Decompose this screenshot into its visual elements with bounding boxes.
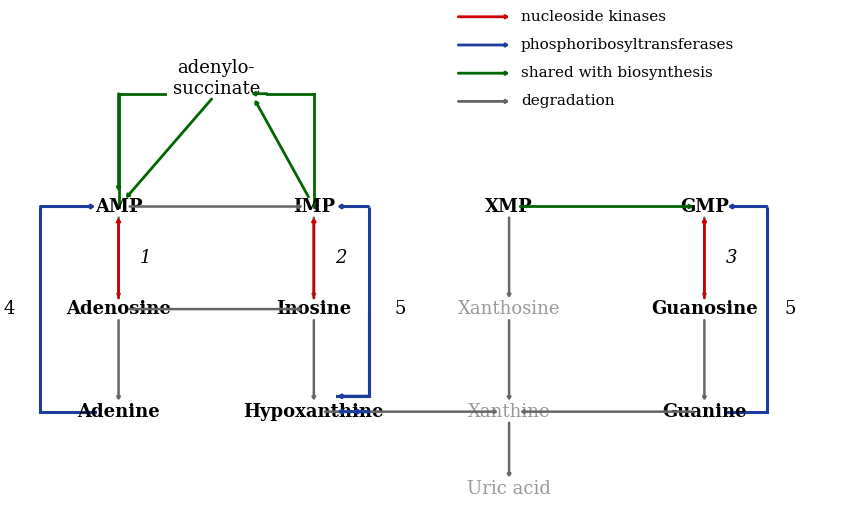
Text: adenylo-
succinate: adenylo- succinate <box>172 59 259 98</box>
Text: Uric acid: Uric acid <box>467 479 550 498</box>
Text: shared with biosynthesis: shared with biosynthesis <box>520 66 712 80</box>
Text: 3: 3 <box>725 249 737 267</box>
Text: 1: 1 <box>140 249 152 267</box>
Text: Guanosine: Guanosine <box>650 300 757 318</box>
Text: Adenine: Adenine <box>77 402 160 421</box>
Text: Inosine: Inosine <box>276 300 351 318</box>
Text: phosphoribosyltransferases: phosphoribosyltransferases <box>520 38 734 52</box>
Text: AMP: AMP <box>95 198 142 216</box>
Text: XMP: XMP <box>485 198 532 216</box>
Text: degradation: degradation <box>520 95 614 108</box>
Text: Adenosine: Adenosine <box>66 300 170 318</box>
Text: nucleoside kinases: nucleoside kinases <box>520 10 665 24</box>
Text: Xanthosine: Xanthosine <box>457 300 560 318</box>
Text: Xanthine: Xanthine <box>468 402 550 421</box>
Text: IMP: IMP <box>293 198 335 216</box>
Text: 2: 2 <box>335 249 346 267</box>
Text: Hypoxanthine: Hypoxanthine <box>244 402 384 421</box>
Text: 5: 5 <box>393 300 405 318</box>
Text: 5: 5 <box>784 300 795 318</box>
Text: GMP: GMP <box>679 198 728 216</box>
Text: Guanine: Guanine <box>661 402 746 421</box>
Text: 4: 4 <box>3 300 15 318</box>
